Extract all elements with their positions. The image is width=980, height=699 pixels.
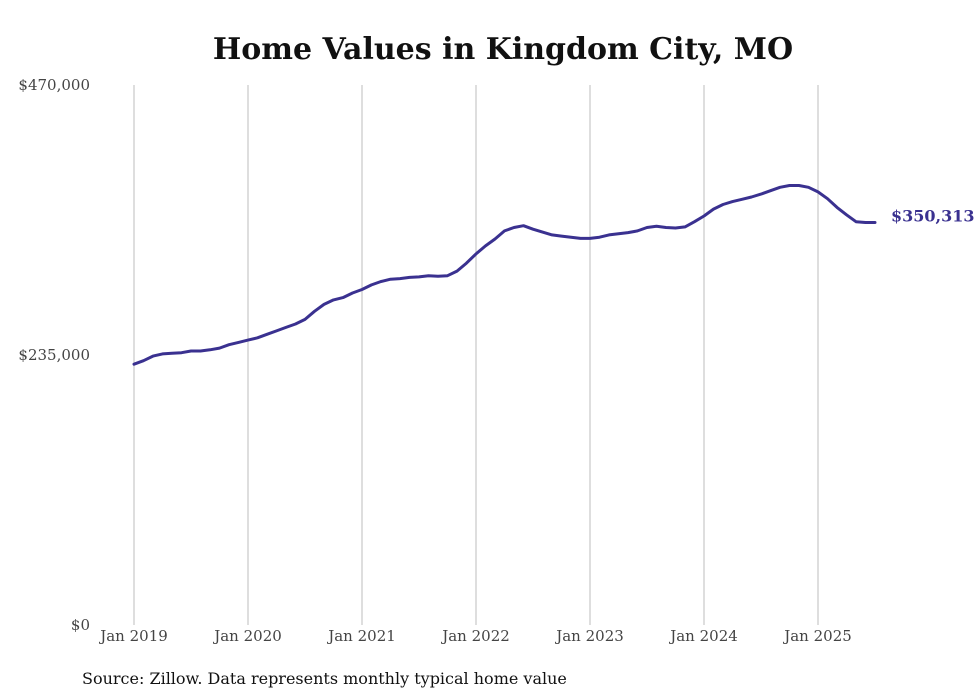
y-tick-label-1: $235,000 (18, 346, 90, 364)
series-line-0 (132, 184, 877, 366)
x-tick-label-2: Jan 2021 (326, 627, 396, 645)
end-value-label: $350,313 (891, 207, 975, 226)
x-tick-label-1: Jan 2020 (212, 627, 282, 645)
x-tick-label-3: Jan 2022 (440, 627, 510, 645)
chart-title: Home Values in Kingdom City, MO (213, 32, 793, 67)
x-tick-label-4: Jan 2023 (554, 627, 624, 645)
x-axis-ticks: Jan 2019 Jan 2020 Jan 2021 Jan 2022 Jan 2023… (98, 627, 852, 645)
grid-lines (133, 85, 819, 625)
y-axis-ticks: $0 $235,000 $470,000 (18, 76, 90, 634)
source-note: Source: Zillow. Data represents monthly … (82, 669, 567, 688)
x-tick-label-6: Jan 2025 (782, 627, 852, 645)
x-tick-label-5: Jan 2024 (668, 627, 738, 645)
series-layer: $350,313 (132, 184, 975, 366)
x-tick-label-0: Jan 2019 (98, 627, 168, 645)
y-tick-label-2: $470,000 (18, 76, 90, 94)
y-tick-label-0: $0 (71, 616, 90, 634)
